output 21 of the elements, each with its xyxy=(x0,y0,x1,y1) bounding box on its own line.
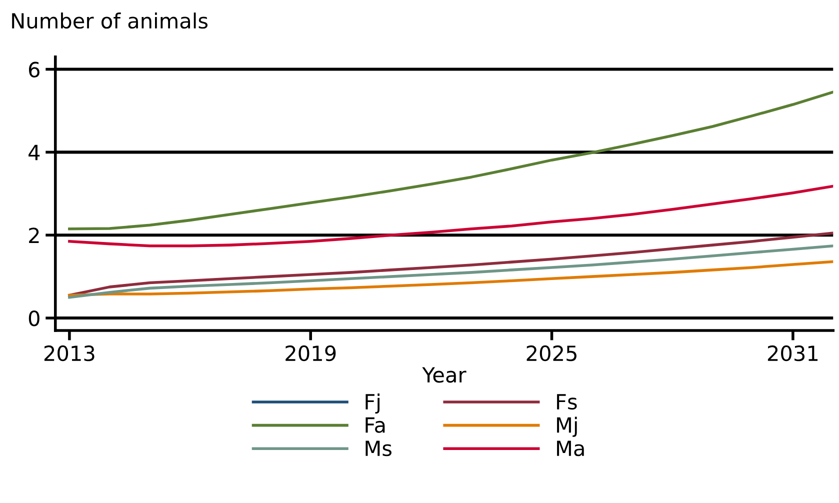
y-tick-label: 6 xyxy=(28,62,40,78)
line-series xyxy=(68,90,834,230)
x-tick-label: 2019 xyxy=(286,345,336,362)
line-series xyxy=(68,232,834,297)
x-tick-label: 2025 xyxy=(526,345,576,362)
legend-label: Ma xyxy=(557,440,584,456)
line-series xyxy=(68,260,834,297)
x-tick-label: 2013 xyxy=(44,345,94,362)
y-tick-label: 4 xyxy=(28,144,40,160)
legend-label: Fa xyxy=(366,417,385,433)
line-series xyxy=(68,184,834,248)
legend-label: Fs xyxy=(557,394,577,410)
y-axis-title: Number of animals xyxy=(12,12,208,29)
legend-label: Ms xyxy=(366,440,392,456)
legend-label: Fj xyxy=(366,393,380,414)
y-tick-label: 2 xyxy=(29,228,39,244)
y-tick-label: 0 xyxy=(28,310,40,326)
legend-label: Mj xyxy=(557,416,577,437)
x-tick-label: 2031 xyxy=(768,345,818,362)
x-axis-title: Year xyxy=(422,367,466,383)
line-series xyxy=(68,244,834,299)
